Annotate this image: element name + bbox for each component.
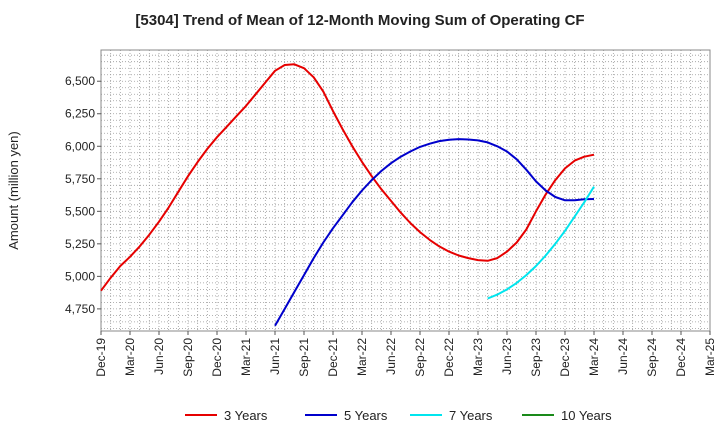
y-axis-label: Amount (million yen): [6, 131, 21, 250]
series-line-3-years: [100, 63, 595, 292]
legend: 3 Years 5 Years 7 Years 10 Years: [185, 408, 612, 423]
x-axis: Dec-19 Mar-20 Jun-20 Sep-20 Dec-20 Mar-21 Jun-…: [94, 331, 717, 377]
x-tick-label: Sep-23: [529, 338, 543, 377]
y-tick-label: 5,250: [65, 237, 95, 251]
series-lines: [100, 63, 595, 327]
y-axis: 4,750 5,000 5,250 5,500 5,750 6,000 6,250 6,500: [65, 74, 101, 316]
x-tick-label: Jun-21: [268, 338, 282, 375]
y-tick-label: 5,000: [65, 269, 95, 283]
y-tick-label: 5,750: [65, 172, 95, 186]
x-tick-label: Dec-20: [210, 338, 224, 377]
legend-label: 10 Years: [561, 408, 612, 423]
y-tick-label: 5,500: [65, 204, 95, 218]
x-tick-label: Mar-24: [587, 338, 601, 376]
x-tick-label: Sep-24: [645, 338, 659, 377]
x-tick-label: Mar-22: [355, 338, 369, 376]
x-tick-label: Mar-25: [703, 338, 717, 376]
y-tick-label: 4,750: [65, 302, 95, 316]
x-tick-label: Sep-20: [181, 338, 195, 377]
y-tick-label: 6,500: [65, 74, 95, 88]
legend-label: 5 Years: [344, 408, 388, 423]
y-tick-label: 6,250: [65, 107, 95, 121]
series-line-5-years: [274, 138, 595, 327]
plot-area: [101, 50, 710, 331]
legend-label: 3 Years: [224, 408, 268, 423]
chart-title: [5304] Trend of Mean of 12-Month Moving …: [135, 12, 585, 29]
y-tick-label: 6,000: [65, 139, 95, 153]
x-tick-label: Dec-21: [326, 338, 340, 377]
plot-frame: [100, 49, 711, 332]
legend-label: 7 Years: [449, 408, 493, 423]
series-line-7-years: [487, 186, 595, 300]
x-tick-label: Mar-20: [123, 338, 137, 376]
x-tick-label: Mar-21: [239, 338, 253, 376]
x-tick-label: Dec-24: [674, 338, 688, 377]
x-tick-label: Sep-22: [413, 338, 427, 377]
x-tick-label: Sep-21: [297, 338, 311, 377]
x-tick-label: Dec-19: [94, 338, 108, 377]
x-tick-label: Jun-20: [152, 338, 166, 375]
x-tick-label: Dec-22: [442, 338, 456, 377]
x-tick-label: Dec-23: [558, 338, 572, 377]
x-tick-label: Jun-22: [384, 338, 398, 375]
x-tick-label: Jun-24: [616, 338, 630, 375]
x-tick-label: Mar-23: [471, 338, 485, 376]
x-tick-label: Jun-23: [500, 338, 514, 375]
